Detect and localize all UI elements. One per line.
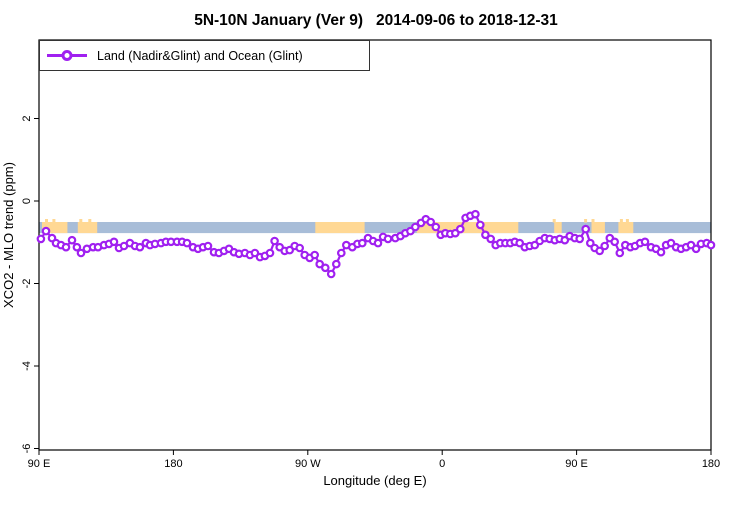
data-point [250, 248, 260, 258]
data-point [265, 248, 275, 258]
data-point [326, 269, 336, 279]
data-point [431, 222, 441, 232]
coast-speck [584, 219, 588, 223]
legend-label: Land (Nadir&Glint) and Ocean (Glint) [97, 49, 303, 63]
data-point [373, 238, 383, 248]
legend-box [39, 40, 370, 71]
data-series [36, 209, 716, 279]
coast-speck [552, 219, 556, 223]
y-tick-label: -4 [21, 361, 33, 371]
data-point [575, 234, 585, 244]
x-tick-label: 90 W [295, 458, 321, 470]
data-point [426, 217, 436, 227]
y-axis-ticks: 2 0 -2 -4 -6 [21, 115, 39, 453]
data-point [475, 220, 485, 230]
y-tick-label: -2 [21, 279, 33, 289]
data-point [320, 263, 330, 273]
coast-speck [619, 219, 623, 223]
data-point [336, 248, 346, 258]
data-point [36, 234, 46, 244]
y-tick-label: -6 [21, 444, 33, 454]
land-strip [315, 222, 365, 234]
y-tick-label: 2 [21, 115, 33, 121]
data-point [315, 259, 325, 269]
x-axis-label: Longitude (deg E) [323, 473, 426, 488]
coast-speck [625, 219, 629, 223]
data-point [656, 247, 666, 257]
chart-title: 5N-10N January (Ver 9) 2014-09-06 to 201… [194, 12, 558, 29]
data-point [109, 237, 119, 247]
land-strip [416, 222, 519, 234]
data-point [481, 230, 490, 240]
data-point [410, 222, 420, 232]
data-point [182, 238, 192, 248]
coast-speck [45, 219, 48, 223]
data-point [270, 236, 279, 246]
coast-speck [88, 219, 92, 223]
data-point [595, 246, 605, 256]
land-strip [77, 222, 98, 234]
data-point [72, 242, 82, 252]
data-point [41, 226, 51, 236]
ocean-strip [39, 222, 711, 234]
data-point [640, 237, 650, 247]
x-tick-label: 180 [702, 458, 720, 470]
land-strip [618, 222, 634, 234]
x-tick-label: 180 [164, 458, 182, 470]
coast-speck [79, 219, 83, 223]
data-point [455, 224, 465, 234]
coast-speck [52, 219, 56, 223]
data-point [515, 238, 525, 248]
land-strip [591, 222, 605, 234]
data-point [600, 241, 610, 251]
data-point [310, 250, 320, 260]
land-strip [42, 222, 68, 234]
data-point [295, 243, 305, 253]
data-point [691, 244, 701, 254]
x-tick-label: 90 E [565, 458, 588, 470]
y-tick-label: 0 [21, 198, 33, 204]
data-point [135, 242, 145, 252]
x-tick-label: 0 [439, 458, 445, 470]
data-point [615, 248, 625, 258]
data-point [610, 237, 620, 247]
x-tick-label: 90 E [28, 458, 51, 470]
data-point [581, 224, 591, 234]
coast-speck [591, 219, 595, 223]
data-point [203, 241, 213, 251]
data-point [61, 242, 71, 252]
x-axis-ticks: 90 E 180 90 W 0 90 E 180 [28, 450, 720, 470]
legend: Land (Nadir&Glint) and Ocean (Glint) [39, 40, 370, 71]
data-point [706, 240, 716, 250]
data-point [331, 259, 341, 269]
land-ocean-band [39, 219, 711, 234]
land-strip [554, 222, 562, 234]
data-point [585, 238, 595, 248]
data-point [76, 248, 86, 258]
y-axis-label: XCO2 - MLO trend (ppm) [1, 162, 16, 308]
data-point [67, 235, 77, 245]
data-point [357, 238, 367, 248]
legend-marker-icon [61, 50, 73, 61]
data-point [471, 209, 480, 219]
data-point [486, 234, 496, 244]
data-point [383, 234, 393, 244]
data-point [666, 238, 676, 248]
